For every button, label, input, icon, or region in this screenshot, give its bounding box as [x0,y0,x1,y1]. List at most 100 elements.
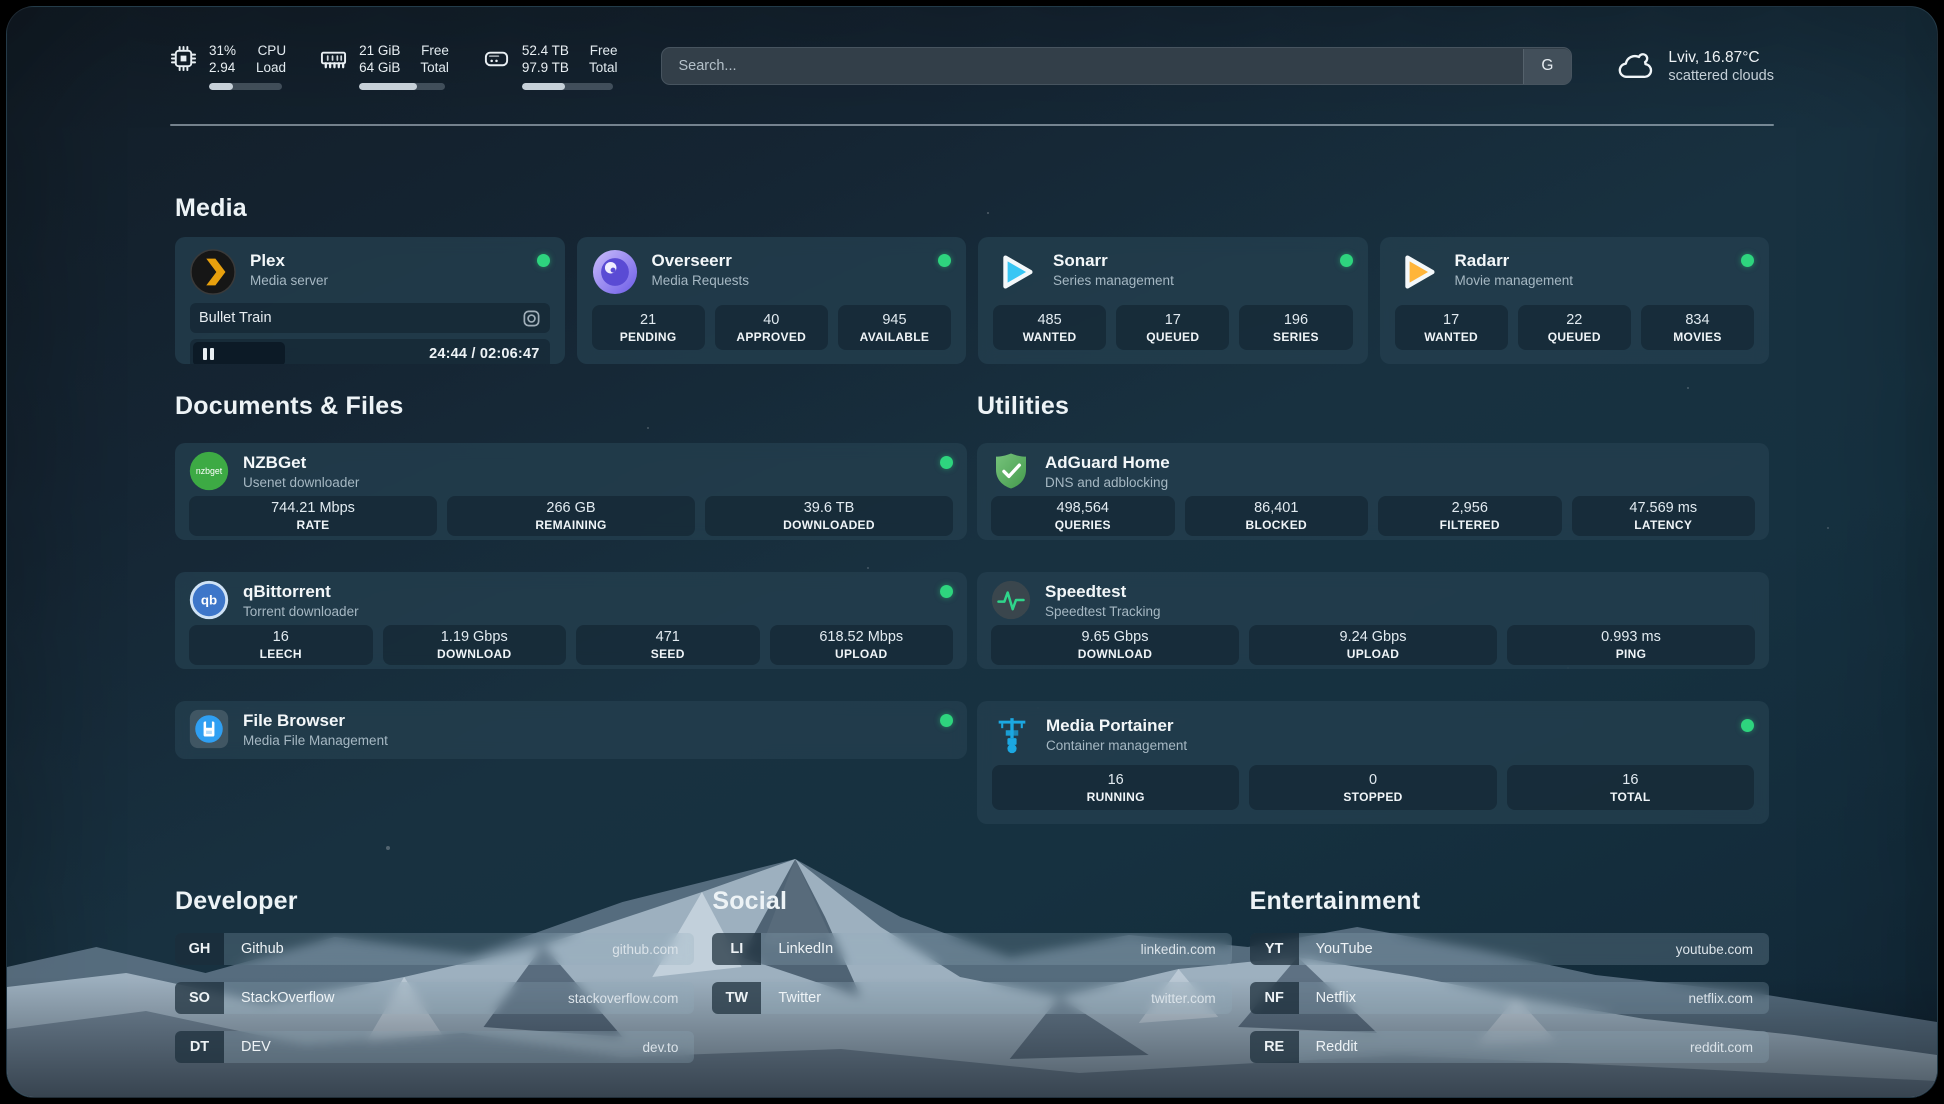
portainer-icon [992,714,1032,754]
service-title: qBittorrent [243,582,331,601]
nzbget-icon: nzbget [189,451,229,491]
sonarr-icon [993,249,1039,295]
service-title: Plex [250,251,285,270]
stat-series: 196 SERIES [1239,305,1353,350]
link-row-twitter[interactable]: TW Twitter twitter.com [712,982,1232,1014]
qbittorrent-icon: qb [189,580,229,620]
link-url: reddit.com [1689,1039,1753,1055]
topbar-divider [170,124,1774,126]
service-card-speedtest[interactable]: Speedtest Speedtest Tracking 9.65 Gbps DOWN… [977,572,1769,669]
service-card-adguard[interactable]: AdGuard Home DNS and adblocking 498,564 QUE… [977,443,1769,540]
service-title: Radarr [1454,251,1510,270]
cpu-labels: CPU Load [256,43,287,75]
status-online-dot [536,254,550,267]
link-group-social: Social LI LinkedIn linkedin.com TW Twitter twi… [712,886,1232,1063]
cpu-icon [170,45,197,72]
cpu-values: 31% 2.94 [209,43,237,75]
stat-running: 16 RUNNING [992,765,1240,810]
stat-rate: 744.21 Mbps RATE [189,496,437,536]
service-subtitle: Media File Management [243,733,388,748]
stat-pending: 21 PENDING [591,305,705,350]
link-tag: LI [712,933,762,965]
dashboard-content: Media Plex Media server Bullet Train 24:44 … [175,157,1769,1063]
now-playing-row: Bullet Train [190,303,550,333]
link-label: StackOverflow [241,990,335,1006]
stat-ping: 0.993 ms PING [1507,625,1755,665]
service-card-filebrowser[interactable]: File Browser Media File Management [175,701,967,759]
stat-download: 9.65 Gbps DOWNLOAD [991,625,1239,665]
search-bar: G [661,47,1573,85]
player-modal-icon[interactable] [522,309,541,328]
link-row-netflix[interactable]: NF Netflix netflix.com [1249,982,1769,1014]
service-subtitle: Movie management [1454,273,1574,288]
snow-specks [7,7,9,9]
search-input[interactable] [661,47,1573,85]
search-provider-button[interactable]: G [1522,48,1571,84]
column-utilities: Utilities AdGuard Home DNS and adblocking… [977,391,1769,824]
link-row-github[interactable]: GH Github github.com [175,933,695,965]
link-row-stackoverflow[interactable]: SO StackOverflow stackoverflow.com [175,982,695,1014]
link-label: LinkedIn [778,941,834,957]
status-online-dot [940,456,953,469]
status-online-dot [940,585,953,598]
service-subtitle: Speedtest Tracking [1045,604,1161,619]
service-card-radarr[interactable]: Radarr Movie management 17 WANTED 22 QUEUED 83… [1379,237,1769,364]
service-title: File Browser [243,711,346,730]
link-tag: GH [175,933,224,965]
link-group-entertainment: Entertainment YT YouTube youtube.com NF Netfl… [1249,886,1769,1063]
memory-labels: Free Total [420,43,449,75]
link-row-dev[interactable]: DT DEV dev.to [175,1031,695,1063]
link-row-linkedin[interactable]: LI LinkedIn linkedin.com [712,933,1232,965]
link-label: DEV [241,1039,271,1055]
service-card-qbittorrent[interactable]: qb qBittorrent Torrent downloader 16 LEECH 1.… [175,572,967,669]
cpu-monitor: 31% 2.94 CPU Load [170,42,286,90]
link-tag: NF [1249,982,1299,1014]
stat-seed: 471 SEED [576,625,760,665]
link-label: YouTube [1315,941,1373,957]
stat-upload: 618.52 Mbps UPLOAD [769,625,953,665]
link-row-reddit[interactable]: RE Reddit reddit.com [1249,1031,1769,1063]
link-row-youtube[interactable]: YT YouTube youtube.com [1249,933,1769,965]
service-title: Speedtest [1045,582,1127,601]
service-card-overseerr[interactable]: Overseerr Media Requests 21 PENDING 40 APPROV… [576,237,966,364]
link-url: netflix.com [1688,990,1753,1006]
service-subtitle: DNS and adblocking [1045,475,1169,490]
dashboard-window: 31% 2.94 CPU Load 21 GiB 64 GiB Free Total [6,6,1938,1098]
link-groups-row: Developer GH Github github.com SO StackOverfl… [175,886,1769,1063]
section-title-entertainment: Entertainment [1249,887,1421,915]
service-subtitle: Torrent downloader [243,604,359,619]
service-title: NZBGet [243,453,307,472]
service-title: Sonarr [1053,251,1108,270]
ram-icon [320,45,347,72]
service-card-portainer[interactable]: Media Portainer Container management 16 RUN… [977,701,1769,824]
link-url: youtube.com [1675,941,1753,957]
link-label: Netflix [1315,990,1356,1006]
disk-progress-bar [521,83,614,90]
memory-progress-bar [359,83,445,90]
player-progress-row[interactable]: 24:44 / 02:06:47 [190,339,550,364]
link-tag: DT [175,1031,224,1063]
status-online-dot [940,714,953,727]
disk-icon [483,45,510,72]
service-card-plex[interactable]: Plex Media server Bullet Train 24:44 / 02:0… [175,237,565,364]
link-label: Github [241,941,284,957]
section-title-documents: Documents & Files [175,392,404,420]
stat-download: 1.19 Gbps DOWNLOAD [382,625,566,665]
pause-button[interactable] [193,342,285,364]
service-card-sonarr[interactable]: Sonarr Series management 485 WANTED 17 QUEUED… [978,237,1368,364]
link-label: Twitter [778,990,822,1006]
stat-blocked: 86,401 BLOCKED [1184,496,1368,536]
service-subtitle: Container management [1046,738,1188,753]
disk-values: 52.4 TB 97.9 TB [521,43,569,75]
stat-wanted: 485 WANTED [993,305,1107,350]
service-card-nzbget[interactable]: nzbget NZBGet Usenet downloader 744.21 Mbps… [175,443,967,540]
stat-downloaded: 39.6 TB DOWNLOADED [705,496,953,536]
service-title: AdGuard Home [1045,453,1170,472]
link-group-developer: Developer GH Github github.com SO StackOverfl… [175,886,695,1063]
link-tag: TW [712,982,762,1014]
disk-labels: Free Total [588,43,618,75]
link-label: Reddit [1315,1039,1358,1055]
section-title-media: Media [175,194,247,222]
link-tag: YT [1249,933,1299,965]
now-playing-title: Bullet Train [199,310,272,326]
